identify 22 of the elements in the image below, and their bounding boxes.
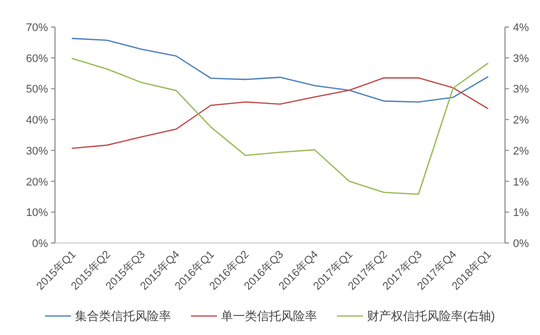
y-tick-label: 70% [26,22,48,34]
y-tick-label: 60% [26,52,48,65]
y2-tick-label: 0% [513,238,530,250]
y2-tick-label: 4% [513,22,530,34]
y-tick-label: 10% [26,207,48,220]
y2-tick-label: 1% [513,207,530,220]
y-tick-label: 40% [26,114,48,127]
y-tick-label: 50% [26,84,48,96]
line-series [72,77,488,149]
legend-label: 财产权信托风险率(右轴) [367,309,495,323]
line-series [72,38,488,103]
y-tick-label: 0% [32,238,48,250]
y2-tick-label: 2% [513,145,530,158]
y2-tick-label: 3% [513,84,530,96]
y-tick-label: 30% [26,145,48,158]
line-series [72,58,488,195]
legend-label: 单一类信托风险率 [221,309,317,323]
y2-tick-label: 2% [513,114,530,127]
legend-label: 集合类信托风险率 [75,309,171,323]
y2-tick-label: 3% [513,52,530,65]
y-tick-label: 20% [26,176,48,188]
y2-tick-label: 1% [513,176,530,188]
